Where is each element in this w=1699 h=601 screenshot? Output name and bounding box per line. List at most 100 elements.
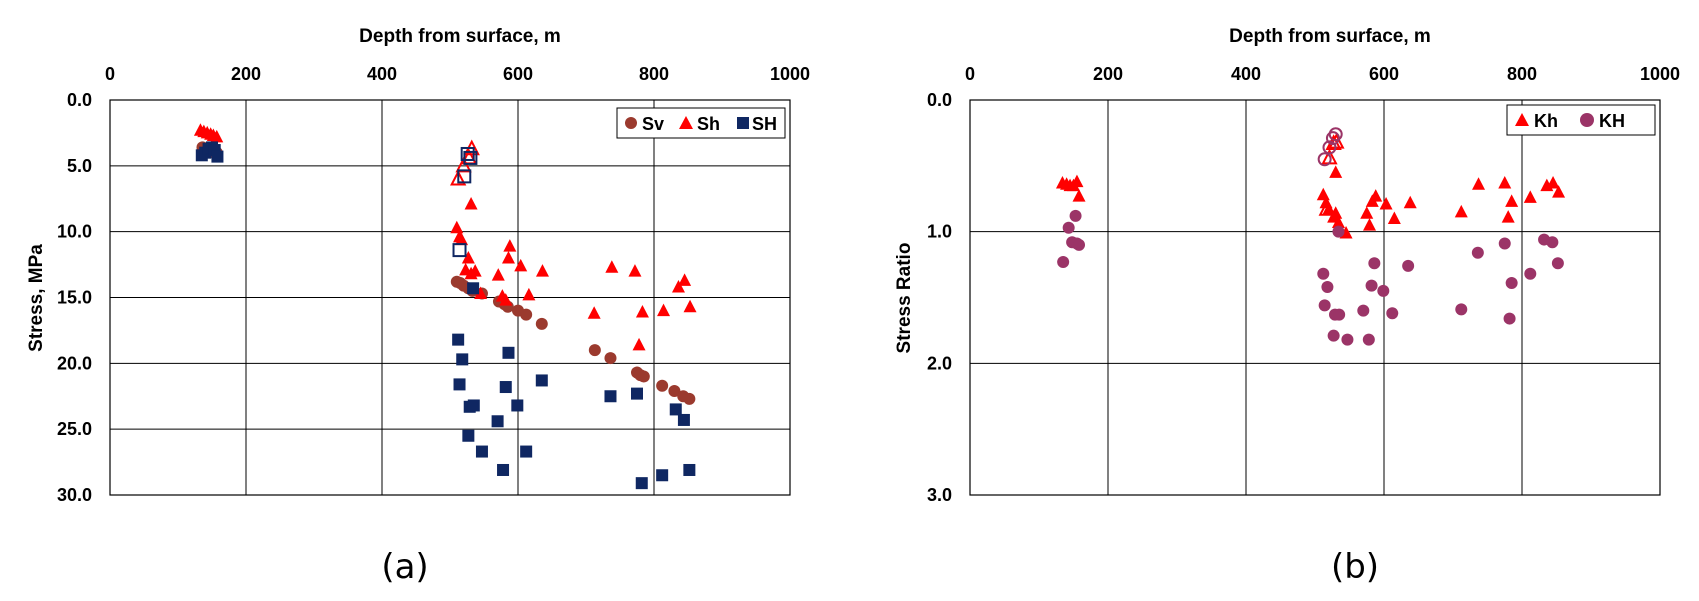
- chart-b-kh-point: [1472, 177, 1486, 190]
- chart-a-sv-point: [668, 384, 681, 397]
- chart-b-kh-point: [1552, 185, 1566, 198]
- chart-b-kh-point: [1333, 308, 1346, 321]
- chart-a-sh-point: [657, 303, 671, 317]
- chart-b-plot-area: [970, 100, 1660, 495]
- chart-a-sh-point: [453, 378, 466, 391]
- chart-a-sv-point: [683, 392, 696, 405]
- legend-shmax-marker: [737, 117, 749, 129]
- chart-a-sh-point: [456, 353, 469, 366]
- legend-kh-label: Kh: [1534, 111, 1558, 131]
- chart-a-sh-point: [502, 346, 515, 359]
- chart-b-x-tick-label: 1000: [1640, 64, 1680, 84]
- chart-a-sh-open-point: [452, 243, 467, 258]
- chart-b-kh-point: [1070, 174, 1084, 188]
- chart-b-kh-point: [1402, 259, 1415, 272]
- chart-a-y-tick-label: 25.0: [57, 419, 92, 439]
- chart-a-sh-point: [605, 260, 619, 273]
- chart-a-sh-point: [535, 264, 549, 277]
- chart-a-sh-point: [631, 387, 643, 400]
- chart-a-x-tick-label: 0: [105, 64, 115, 84]
- chart-a-sh-point: [501, 251, 515, 264]
- chart-a-sh-point: [669, 403, 682, 416]
- chart-a-sh-point: [467, 282, 480, 295]
- chart-a-y-tick-label: 30.0: [57, 485, 92, 505]
- chart-b-kh-point: [1072, 189, 1086, 202]
- chart-b-kh-point: [1062, 221, 1075, 234]
- chart-a: 0 200 400 600 800 1000 0.0 5.0 10.0 15.0 20.0 25.0…: [26, 26, 810, 587]
- chart-b-y-axis-title: Stress Ratio: [894, 243, 915, 354]
- chart-b-y-tick-label: 1.0: [927, 222, 952, 242]
- chart-a-sv-point: [588, 344, 601, 357]
- chart-b-kh-point: [1498, 175, 1512, 189]
- chart-a-sh-point: [499, 381, 512, 394]
- chart-a-sh-open-point: [463, 150, 478, 165]
- chart-b-kh-point: [1069, 209, 1082, 222]
- chart-a-sv-point: [604, 352, 617, 365]
- chart-b-kh-point: [1546, 236, 1559, 249]
- chart-a-x-axis-title: Depth from surface, m: [359, 26, 561, 47]
- chart-a-sv-point: [656, 379, 669, 392]
- chart-a-sh-point: [464, 197, 478, 210]
- chart-a-sh-point: [683, 463, 696, 476]
- chart-a-sh-point: [635, 304, 649, 318]
- chart-a-sh-point: [503, 239, 517, 252]
- chart-a-plot-frame: [109, 99, 791, 496]
- chart-a-y-tick-label: 0.0: [67, 90, 92, 110]
- chart-b-kh-point: [1360, 206, 1374, 219]
- chart-a-sh-point: [632, 337, 646, 351]
- chart-b-x-tick-label: 200: [1093, 64, 1123, 84]
- chart-b-kh-open-point: [1318, 200, 1335, 216]
- chart-b-kh-point: [1505, 277, 1518, 290]
- legend-sv-label: Sv: [642, 114, 664, 134]
- chart-b-legend: Kh KH: [1506, 104, 1656, 136]
- chart-b-kh-point: [1362, 333, 1375, 346]
- chart-b-kh-point: [1331, 215, 1345, 228]
- chart-a-caption: (a): [381, 547, 428, 587]
- chart-b-kh-open-point: [1322, 140, 1337, 155]
- chart-a-sh-point: [452, 333, 465, 346]
- chart-b-kh-point: [1327, 329, 1340, 342]
- chart-a-x-tick-label: 400: [367, 64, 397, 84]
- chart-b-kh-point: [1357, 304, 1370, 317]
- chart-a-sh-point: [678, 273, 692, 286]
- legend-khmax-marker: [1580, 113, 1594, 127]
- chart-a-sh-point: [210, 129, 224, 143]
- chart-a-sh-point: [497, 463, 510, 476]
- chart-b-kh-point: [1318, 299, 1331, 312]
- chart-a-sh-point: [475, 445, 488, 458]
- chart-b-kh-point: [1321, 280, 1334, 293]
- chart-b-x-ticks: 0 200 400 600 800 1000: [965, 64, 1680, 84]
- chart-a-y-axis-title: Stress, MPa: [26, 244, 47, 352]
- chart-a-sh-point: [677, 413, 690, 426]
- chart-a-sh-point: [604, 390, 617, 403]
- chart-b-kh-point: [1363, 218, 1377, 231]
- chart-a-sh-point: [211, 150, 224, 163]
- chart-b-kh-point: [1332, 225, 1345, 238]
- chart-b-kh-point: [1551, 257, 1564, 270]
- legend-kh-marker: [1515, 113, 1529, 126]
- chart-a-sh-point: [499, 293, 513, 306]
- chart-a-sh-point: [514, 258, 528, 272]
- chart-b-y-ticks: 0.0 1.0 2.0 3.0: [927, 90, 952, 505]
- chart-a-sh-point: [628, 264, 642, 277]
- chart-b-kh-point: [1379, 197, 1393, 210]
- chart-a-sv-point: [535, 317, 548, 330]
- chart-b-kh-point: [1387, 211, 1401, 224]
- chart-a-x-tick-label: 1000: [770, 64, 810, 84]
- chart-a-y-tick-label: 5.0: [67, 156, 92, 176]
- chart-b-kh-point: [1505, 194, 1519, 207]
- chart-b-kh-open-point: [1317, 152, 1332, 167]
- chart-b-kh-point: [1455, 303, 1468, 316]
- chart-b-kh-point: [1365, 279, 1378, 292]
- chart-a-y-ticks: 0.0 5.0 10.0 15.0 20.0 25.0 30.0: [57, 90, 92, 505]
- legend-sh-label: Sh: [697, 114, 720, 134]
- chart-b-kh-point: [1073, 238, 1086, 251]
- chart-a-sh-open-point: [450, 169, 467, 186]
- chart-a-sh-point: [656, 469, 669, 482]
- chart-b-kh-open-point: [1328, 127, 1343, 142]
- chart-b-kh-point: [1524, 267, 1537, 280]
- chart-b-kh-point: [1501, 210, 1515, 223]
- chart-b-kh-point: [1369, 189, 1383, 202]
- chart-a-sh-open-point: [457, 169, 472, 184]
